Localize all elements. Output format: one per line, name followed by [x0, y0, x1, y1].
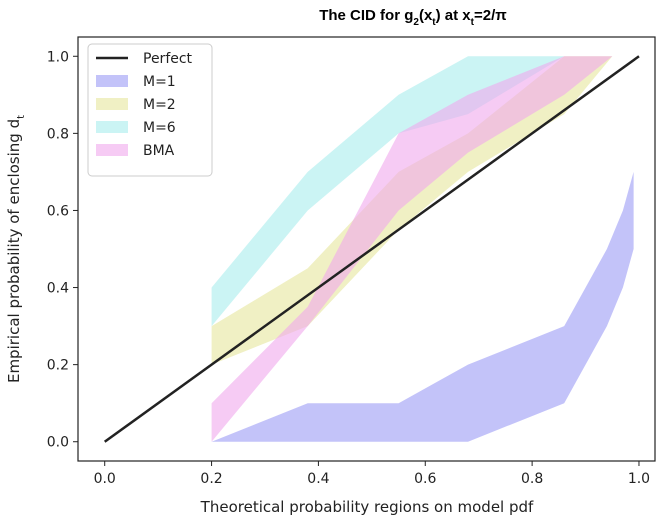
y-tick-label: 0.0 — [47, 435, 69, 451]
y-tick-label: 0.4 — [47, 281, 69, 297]
legend-label-m6: M=6 — [143, 120, 176, 136]
x-tick-label: 1.0 — [628, 471, 650, 487]
x-tick-label: 0.2 — [200, 471, 222, 487]
legend-swatch-bma — [96, 144, 128, 156]
y-tick-label: 1.0 — [47, 49, 69, 65]
perfect-line — [103, 55, 640, 443]
plot-frame — [77, 36, 656, 462]
y-tick-label: 0.8 — [47, 126, 69, 142]
legend-swatch-m2 — [96, 98, 128, 110]
legend-swatch-m1 — [96, 75, 128, 87]
chart-title: The CID for g2(xt) at xt=2/π — [319, 7, 507, 28]
legend-label-bma: BMA — [143, 143, 175, 159]
band-m6 — [211, 56, 613, 327]
legend-label-m2: M=2 — [143, 97, 176, 113]
y-axis: 0.0 0.2 0.4 0.6 0.8 1.0 — [47, 49, 78, 451]
legend: Perfect M=1 M=2 M=6 BMA — [87, 43, 213, 177]
band-bma — [211, 56, 613, 442]
y-tick-label: 0.2 — [47, 358, 69, 374]
x-tick-label: 0.6 — [414, 471, 436, 487]
band-m2 — [211, 56, 613, 365]
x-tick-label: 0.8 — [521, 471, 543, 487]
band-m1 — [211, 171, 634, 442]
x-axis: 0.0 0.2 0.4 0.6 0.8 1.0 — [94, 461, 650, 487]
x-axis-label: Theoretical probability regions on model… — [200, 498, 534, 516]
band-layer — [211, 56, 634, 442]
legend-swatch-m6 — [96, 121, 128, 133]
legend-label-m1: M=1 — [143, 74, 176, 90]
x-tick-label: 0.0 — [94, 471, 116, 487]
legend-label-perfect: Perfect — [143, 51, 193, 67]
y-axis-label: Empirical probability of enclosing dt — [5, 115, 27, 383]
x-tick-label: 0.4 — [307, 471, 329, 487]
y-tick-label: 0.6 — [47, 203, 69, 219]
